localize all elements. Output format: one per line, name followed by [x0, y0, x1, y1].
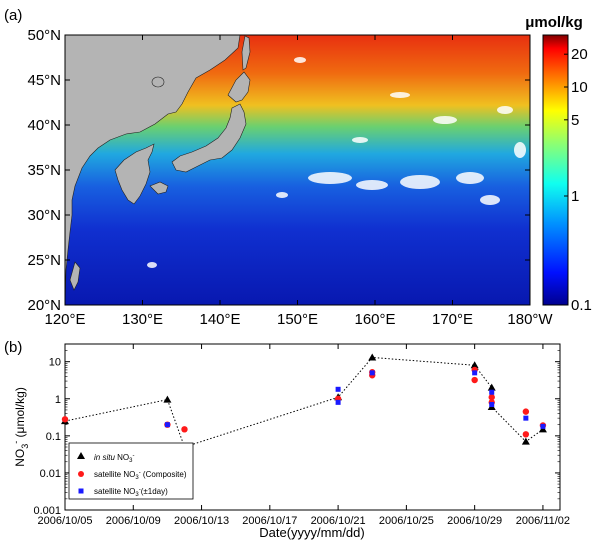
lon-tick-label: 160°E	[354, 311, 395, 328]
insitu-point	[368, 353, 377, 361]
legend-composite-label: satellite NO3- (Composite)	[94, 470, 187, 481]
oneday-point	[540, 423, 546, 429]
x-tick-label: 2006/10/21	[311, 515, 366, 527]
x-tick-label: 2006/10/29	[447, 515, 502, 527]
colorbar-tick-label: 5	[571, 112, 579, 129]
y-tick-label: 1	[55, 394, 61, 406]
chart-marks	[61, 353, 547, 451]
oneday-point	[489, 402, 495, 408]
legend-composite-marker	[78, 471, 84, 477]
colorbar-ticks: 20 10 5 1 0.1	[564, 46, 592, 314]
y-tick-label: 0.01	[40, 468, 61, 480]
lat-tick-label: 30°N	[27, 207, 61, 224]
lat-tick-label: 45°N	[27, 72, 61, 89]
oneday-point	[335, 399, 341, 405]
y-tick-label: 0.001	[33, 505, 61, 517]
composite-point	[471, 376, 478, 384]
x-tick-label: 2006/10/05	[37, 515, 92, 527]
lon-tick-label: 180°W	[507, 311, 553, 328]
y-axis-label: NO3- (μmol/kg)	[11, 387, 30, 467]
y-tick-label: 0.1	[46, 431, 61, 443]
cloud-gaps	[147, 57, 526, 268]
insitu-point	[521, 437, 530, 445]
legend-oneday-marker	[78, 488, 84, 494]
colorbar-tick-label: 20	[571, 46, 588, 63]
lat-tick-label: 50°N	[27, 27, 61, 44]
colorbar-tick-label: 1	[571, 188, 579, 205]
colorbar-unit: μmol/kg	[525, 14, 583, 31]
oneday-point	[164, 422, 170, 428]
x-axis-label: Date(yyyy/mm/dd)	[259, 525, 364, 540]
composite-point	[488, 394, 495, 401]
lon-tick-label: 150°E	[277, 311, 318, 328]
land	[65, 35, 251, 305]
insitu-point	[163, 395, 172, 403]
composite-point	[181, 426, 188, 433]
oneday-point	[335, 386, 341, 392]
x-tick-label: 2006/10/13	[174, 515, 229, 527]
lon-tick-label: 130°E	[122, 311, 163, 328]
lon-tick-label: 120°E	[44, 311, 85, 328]
composite-point	[522, 431, 530, 438]
legend-oneday-label: satellite NO3-(±1day)	[94, 487, 168, 498]
lon-tick-label: 140°E	[199, 311, 240, 328]
oneday-point	[369, 370, 375, 376]
composite-point	[61, 416, 69, 423]
panel-a-label: (a)	[4, 7, 22, 24]
panel-b-label: (b)	[4, 339, 22, 356]
x-tick-label: 2006/10/25	[379, 515, 434, 527]
insitu-connecting-line	[64, 356, 544, 448]
oneday-point	[489, 389, 495, 395]
legend: in situ NO3- satellite NO3- (Composite) …	[68, 442, 194, 500]
colorbar-tick-label: 10	[571, 79, 588, 96]
y-tick-label: 10	[49, 357, 61, 369]
composite-point	[522, 408, 530, 415]
legend-insitu-label: in situ NO3-	[94, 453, 134, 464]
insitu-point	[487, 383, 496, 391]
legend-box	[68, 442, 194, 500]
map-plot	[65, 35, 530, 305]
colorbar	[542, 34, 569, 306]
colorbar-tick-label: 0.1	[571, 297, 592, 314]
oneday-point	[472, 370, 478, 376]
insitu-point	[470, 361, 479, 369]
x-tick-label: 2006/10/17	[242, 515, 297, 527]
oneday-point	[523, 415, 529, 421]
map-ticks: 20°N 25°N 30°N 35°N 40°N 45°N 50°N 120°E 130°E 14…	[27, 27, 553, 328]
lat-tick-label: 25°N	[27, 252, 61, 269]
x-tick-label: 2006/11/02	[516, 515, 570, 527]
lat-tick-label: 40°N	[27, 117, 61, 134]
lon-tick-label: 170°E	[432, 311, 473, 328]
lat-tick-label: 35°N	[27, 162, 61, 179]
x-tick-label: 2006/10/09	[106, 515, 161, 527]
legend-insitu-marker	[77, 452, 85, 459]
lat-tick-label: 20°N	[27, 297, 61, 314]
